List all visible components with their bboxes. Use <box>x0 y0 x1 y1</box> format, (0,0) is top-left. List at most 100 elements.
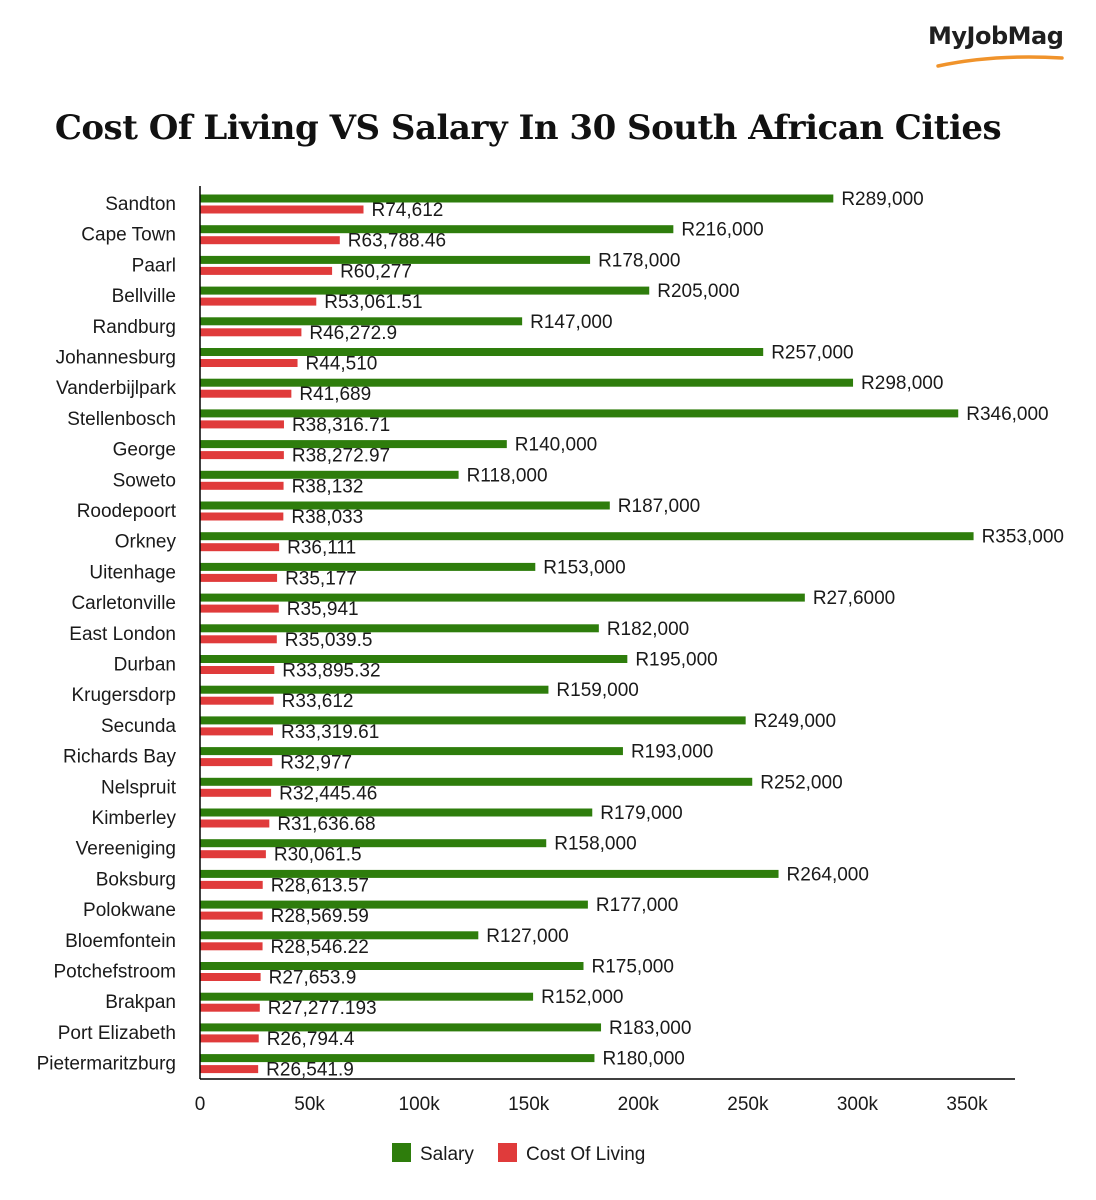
salary-bar <box>200 624 599 633</box>
cost-bar <box>200 635 277 644</box>
cost-value-label: R41,689 <box>299 384 371 405</box>
legend-swatch <box>498 1143 517 1162</box>
salary-value-label: R27,6000 <box>813 588 895 609</box>
cost-value-label: R63,788.46 <box>348 231 446 252</box>
salary-bar <box>200 440 507 449</box>
salary-bar <box>200 655 628 663</box>
x-tick-label: 200k <box>618 1094 660 1115</box>
category-label: Soweto <box>113 470 176 491</box>
category-label: Vereeniging <box>76 839 176 860</box>
salary-bar <box>200 747 623 756</box>
cost-value-label: R46,272.9 <box>309 323 397 344</box>
category-label: Sandton <box>105 194 176 215</box>
salary-bar <box>200 808 593 817</box>
salary-value-label: R205,000 <box>657 281 739 302</box>
salary-bar <box>200 992 534 1001</box>
salary-bar <box>200 470 459 479</box>
cost-bar <box>200 1034 259 1043</box>
cost-value-label: R36,111 <box>287 538 356 559</box>
cost-value-label: R53,061.51 <box>324 292 422 313</box>
cost-value-label: R35,039.5 <box>285 630 373 651</box>
cost-bar <box>200 266 333 275</box>
salary-bar <box>200 532 974 541</box>
category-label: Pietermaritzburg <box>37 1054 176 1075</box>
cost-bar <box>200 481 284 490</box>
salary-value-label: R140,000 <box>515 435 597 456</box>
cost-value-label: R27,277.193 <box>268 998 377 1019</box>
cost-value-label: R28,546.22 <box>271 937 369 958</box>
logo-swoosh-icon <box>936 55 1064 68</box>
category-label: Roodepoort <box>77 501 177 522</box>
cost-value-label: R31,636.68 <box>277 814 375 835</box>
category-label: Carletonville <box>71 593 176 614</box>
category-label: Paarl <box>132 255 176 276</box>
cost-bar <box>200 328 302 337</box>
salary-value-label: R153,000 <box>543 557 625 578</box>
category-label: George <box>113 440 176 461</box>
category-label: Johannesburg <box>56 348 176 369</box>
cost-value-label: R38,272.97 <box>292 446 390 467</box>
category-label: Randburg <box>93 317 176 338</box>
cost-value-label: R38,033 <box>291 507 363 528</box>
cost-value-label: R26,541.9 <box>266 1060 354 1081</box>
cost-bar <box>200 205 364 214</box>
cost-bar <box>200 1065 259 1074</box>
salary-bar <box>200 317 523 326</box>
cost-bar <box>200 451 284 460</box>
salary-value-label: R195,000 <box>635 650 717 671</box>
salary-value-label: R159,000 <box>556 680 638 701</box>
chart-title: Cost Of Living VS Salary In 30 South Afr… <box>54 108 1002 148</box>
category-label: Potchefstroom <box>54 962 177 983</box>
cost-bar <box>200 942 263 951</box>
legend-swatch <box>392 1143 411 1162</box>
salary-value-label: R193,000 <box>631 742 713 763</box>
legend-label: Salary <box>420 1144 474 1165</box>
cost-value-label: R35,941 <box>287 599 359 620</box>
logo-text: MyJobMag <box>928 22 1064 50</box>
x-tick-label: 150k <box>508 1094 550 1115</box>
salary-bar <box>200 348 764 356</box>
salary-bar <box>200 716 746 725</box>
category-label: Krugersdorp <box>71 685 176 706</box>
salary-bar <box>200 900 588 909</box>
cost-value-label: R60,277 <box>340 261 412 282</box>
salary-bar <box>200 1054 595 1063</box>
cost-bar <box>200 512 284 521</box>
salary-bar <box>200 562 536 571</box>
salary-value-label: R289,000 <box>841 189 923 210</box>
cost-bar <box>200 543 280 552</box>
category-label: Vanderbijlpark <box>56 378 177 399</box>
x-tick-label: 300k <box>837 1094 879 1115</box>
cost-bar <box>200 880 263 889</box>
cost-bar <box>200 696 274 705</box>
cost-value-label: R27,653.9 <box>269 968 357 989</box>
category-label: Secunda <box>101 716 176 737</box>
cost-bar <box>200 850 266 859</box>
category-label: Uitenhage <box>89 562 176 583</box>
cost-value-label: R33,612 <box>282 691 354 712</box>
salary-bar <box>200 962 584 970</box>
salary-value-label: R353,000 <box>982 527 1064 548</box>
salary-value-label: R152,000 <box>541 987 623 1008</box>
salary-value-label: R147,000 <box>530 312 612 333</box>
cost-value-label: R28,569.59 <box>271 906 369 927</box>
cost-bar <box>200 389 292 398</box>
cost-value-label: R33,895.32 <box>282 661 380 682</box>
salary-bar <box>200 839 547 848</box>
myjobmag-logo: MyJobMag <box>928 22 1068 74</box>
cost-bar <box>200 819 270 828</box>
salary-bar <box>200 255 591 264</box>
category-label: Durban <box>114 655 176 676</box>
category-label: Brakpan <box>105 992 176 1013</box>
cost-bar <box>200 359 298 367</box>
salary-value-label: R183,000 <box>609 1018 691 1039</box>
cost-bar <box>200 758 273 767</box>
category-label: East London <box>69 624 176 645</box>
salary-value-label: R118,000 <box>467 465 548 486</box>
salary-value-label: R158,000 <box>554 834 636 855</box>
category-label: Orkney <box>115 532 177 553</box>
salary-bar <box>200 777 753 786</box>
cost-value-label: R26,794.4 <box>267 1029 355 1050</box>
cost-bar <box>200 1003 260 1012</box>
category-label: Nelspruit <box>101 777 177 798</box>
